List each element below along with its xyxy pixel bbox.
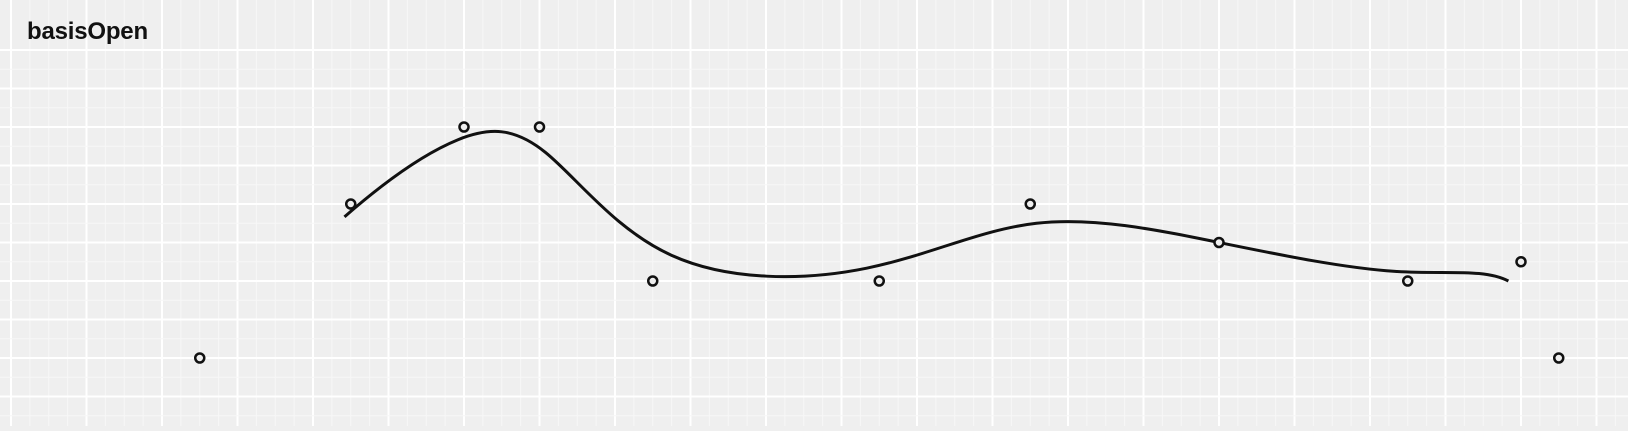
diagram-title: basisOpen bbox=[27, 18, 148, 45]
control-point bbox=[1402, 275, 1414, 287]
control-point bbox=[533, 121, 546, 133]
control-point bbox=[194, 352, 206, 364]
control-point bbox=[1515, 256, 1527, 268]
basis-open-curve bbox=[343, 129, 1510, 283]
control-point bbox=[345, 198, 357, 210]
control-point bbox=[458, 121, 470, 133]
control-points bbox=[194, 121, 1565, 364]
control-point bbox=[1024, 198, 1036, 210]
control-point bbox=[1553, 352, 1565, 364]
control-point bbox=[873, 275, 885, 287]
control-point bbox=[647, 275, 659, 287]
control-point bbox=[1213, 236, 1225, 249]
